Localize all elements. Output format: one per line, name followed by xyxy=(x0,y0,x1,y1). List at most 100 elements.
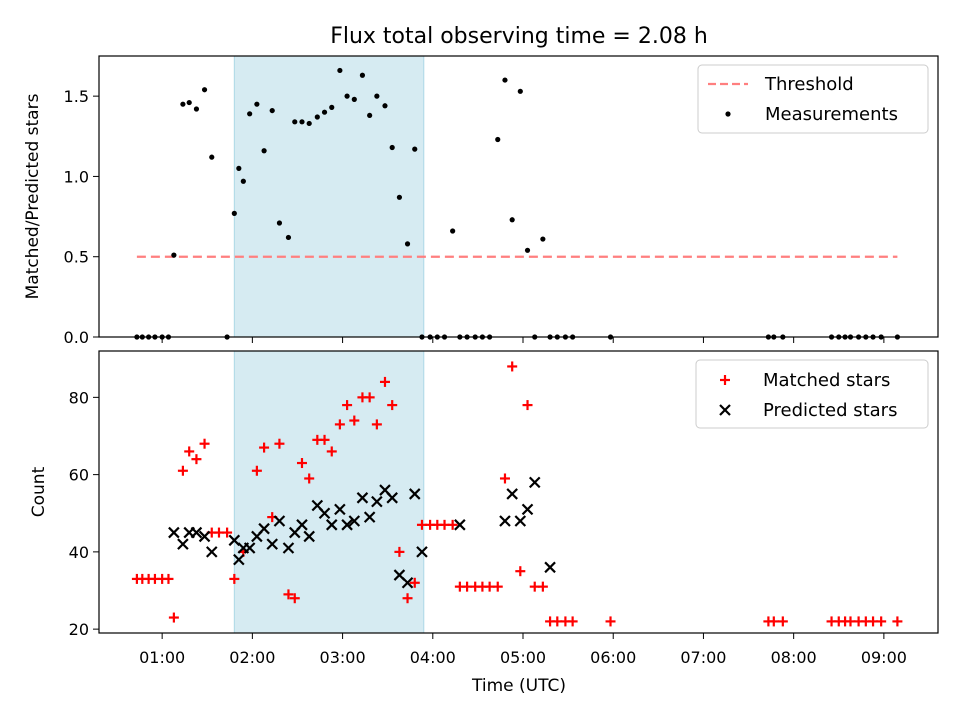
ratio-panel: Flux total observing time = 2.08 h 0.0 0.… xyxy=(23,24,939,347)
predicted-star-marker xyxy=(334,503,346,516)
x-tick-label: 05:00 xyxy=(500,648,546,667)
measurement-point xyxy=(367,112,373,119)
matched-star-marker xyxy=(222,527,233,538)
measurement-point xyxy=(299,119,305,125)
measurement-point xyxy=(321,109,328,115)
predicted-star-markers xyxy=(168,476,556,589)
legend-matched-swatch xyxy=(720,375,730,385)
measurement-point xyxy=(412,146,418,152)
x-tick-label: 04:00 xyxy=(410,648,456,667)
measurement-point xyxy=(193,106,200,112)
y-tick-label: 20 xyxy=(69,620,89,639)
measurement-point xyxy=(502,77,508,83)
measurement-point xyxy=(180,101,186,107)
predicted-star-marker xyxy=(506,488,518,500)
predicted-star-marker xyxy=(528,476,541,489)
measurement-point xyxy=(285,234,292,241)
y-tick-label: 80 xyxy=(69,388,89,407)
measurement-point xyxy=(209,154,215,160)
plot-frame xyxy=(98,55,939,338)
matched-star-marker xyxy=(567,616,578,627)
chart-title: Flux total observing time = 2.08 h xyxy=(330,24,708,49)
measurement-point xyxy=(201,87,208,93)
x-tick-label: 06:00 xyxy=(590,648,636,667)
y-tick-label: 1.0 xyxy=(64,167,89,186)
predicted-star-marker xyxy=(371,495,383,508)
measurement-point xyxy=(269,107,275,114)
matched-star-marker xyxy=(537,581,548,592)
matched-star-marker xyxy=(364,392,375,403)
y-tick-label: 0.0 xyxy=(64,328,89,347)
y-tick-label: 1.5 xyxy=(64,87,89,106)
legend-measurements-swatch xyxy=(725,111,731,117)
measurement-point xyxy=(517,88,523,94)
matched-star-marker xyxy=(199,438,210,449)
x-tick-label: 08:00 xyxy=(771,648,817,667)
matched-star-marker xyxy=(177,465,188,476)
legend-plus-mark xyxy=(720,375,730,385)
y-axis-ticks: 20 40 60 80 xyxy=(69,388,99,639)
measurement-point xyxy=(231,210,237,216)
predicted-star-marker xyxy=(325,519,338,531)
predicted-star-marker xyxy=(356,492,369,504)
matched-star-markers xyxy=(131,361,903,627)
y-axis-label: Matched/Predicted stars xyxy=(23,93,43,299)
measurement-point xyxy=(186,99,192,106)
predicted-star-marker xyxy=(266,538,278,550)
predicted-star-marker xyxy=(296,519,308,531)
measurement-point xyxy=(276,220,283,226)
x-axis-ticks: 01:00 02:00 03:00 04:00 05:00 06:00 07:00 08:00… xyxy=(139,633,907,667)
x-axis-ticks xyxy=(161,337,885,343)
matched-star-marker xyxy=(522,400,533,411)
x-tick-label: 03:00 xyxy=(320,648,366,667)
matched-star-marker xyxy=(499,473,510,484)
y-tick-label: 0.5 xyxy=(64,248,89,267)
y-tick-label: 40 xyxy=(69,543,89,562)
matched-star-marker xyxy=(283,589,294,600)
legend-measurements-label: Measurements xyxy=(765,104,898,125)
predicted-star-marker xyxy=(521,503,534,516)
measurement-point xyxy=(254,101,260,107)
legend: Matched stars Predicted stars xyxy=(695,359,929,429)
legend: Threshold Measurements xyxy=(697,64,929,134)
predicted-star-marker xyxy=(363,511,376,523)
measurement-point xyxy=(240,178,246,184)
matched-star-marker xyxy=(515,566,526,577)
matched-star-marker xyxy=(229,573,240,584)
y-axis-label: Count xyxy=(29,466,49,517)
matched-star-marker xyxy=(605,616,616,627)
legend-threshold-label: Threshold xyxy=(764,74,854,95)
x-axis-label: Time (UTC) xyxy=(471,676,566,696)
x-tick-label: 02:00 xyxy=(229,648,275,667)
measurement-point xyxy=(540,236,546,242)
matched-star-marker xyxy=(274,438,285,449)
matched-star-marker xyxy=(447,519,458,530)
matched-star-marker xyxy=(334,419,345,430)
matched-star-marker xyxy=(349,415,360,426)
predicted-star-marker xyxy=(198,530,211,543)
matched-star-marker xyxy=(876,616,887,627)
predicted-star-marker xyxy=(168,526,180,539)
measurement-point xyxy=(236,165,242,171)
observing-window-shade xyxy=(233,55,425,338)
observing-window-shade xyxy=(233,350,425,634)
measurement-point xyxy=(292,119,298,125)
y-tick-label: 60 xyxy=(69,466,89,485)
legend-box xyxy=(695,359,929,429)
measurement-point xyxy=(337,67,343,74)
matched-star-marker xyxy=(184,446,195,457)
matched-star-marker xyxy=(251,465,262,476)
predicted-star-marker xyxy=(408,488,421,500)
measurement-point xyxy=(359,72,366,78)
matched-star-marker xyxy=(168,612,179,623)
measurement-point xyxy=(374,93,380,99)
measurement-point xyxy=(524,247,531,253)
matched-star-marker xyxy=(768,616,779,627)
predicted-star-marker xyxy=(190,526,203,539)
measurement-point xyxy=(450,228,456,234)
predicted-star-marker xyxy=(282,542,295,554)
matched-star-marker xyxy=(409,577,420,588)
measurement-point xyxy=(396,194,403,200)
matched-star-marker xyxy=(326,446,337,457)
